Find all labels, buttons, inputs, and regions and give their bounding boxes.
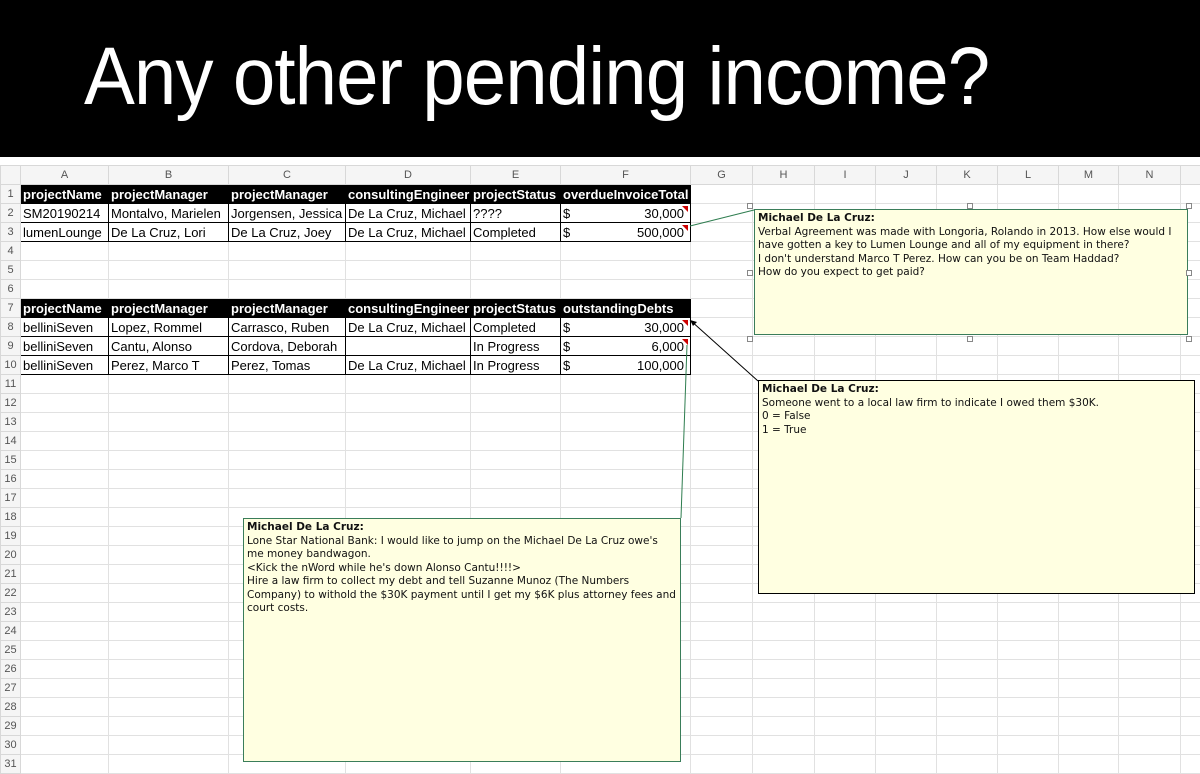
comment-author: Michael De La Cruz: [762,383,1191,397]
comment-line: How do you expect to get paid? [758,266,1184,280]
comment-author: Michael De La Cruz: [758,212,1184,226]
comment-line: Lone Star National Bank: I would like to… [247,535,677,562]
comment-line: <Kick the nWord while he's down Alonso C… [247,562,677,576]
connector-line [681,345,687,518]
resize-handle[interactable] [967,203,973,209]
resize-handle[interactable] [1186,336,1192,342]
connector-line [690,210,754,226]
comment-line: I don't understand Marco T Perez. How ca… [758,253,1184,267]
comment-line: 1 = True [762,424,1191,438]
comment-box[interactable]: Michael De La Cruz: Someone went to a lo… [758,380,1195,594]
resize-handle[interactable] [747,336,753,342]
comment-box[interactable]: Michael De La Cruz: Lone Star National B… [243,518,681,762]
comment-line: Hire a law firm to collect my debt and t… [247,575,677,616]
comment-line: 0 = False [762,410,1191,424]
connector-line [690,320,758,381]
resize-handle[interactable] [967,336,973,342]
comment-author: Michael De La Cruz: [247,521,677,535]
resize-handle[interactable] [1186,203,1192,209]
comment-box[interactable]: Michael De La Cruz: Verbal Agreement was… [754,209,1188,335]
comment-line: Someone went to a local law firm to indi… [762,397,1191,411]
comment-line: Verbal Agreement was made with Longoria,… [758,226,1184,253]
resize-handle[interactable] [747,270,753,276]
resize-handle[interactable] [1186,270,1192,276]
resize-handle[interactable] [747,203,753,209]
